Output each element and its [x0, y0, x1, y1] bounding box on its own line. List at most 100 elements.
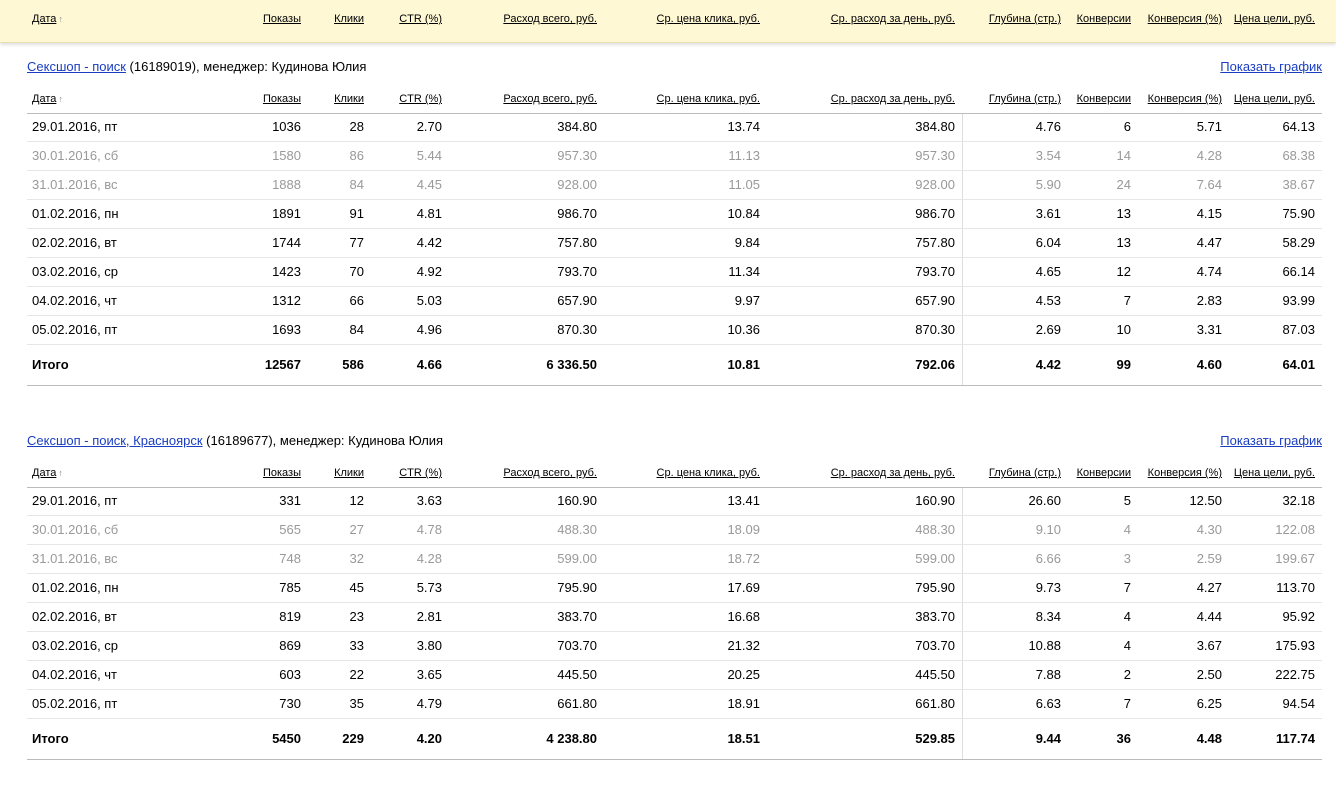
- cell: 9.97: [734, 293, 760, 308]
- cell: 785: [279, 580, 301, 595]
- cell: 38.67: [1282, 177, 1315, 192]
- column-header[interactable]: Дата ↑: [32, 467, 63, 479]
- cell: 5: [1123, 493, 1131, 508]
- column-header[interactable]: Цена цели, руб.: [1233, 13, 1315, 25]
- cell: 2.50: [1196, 667, 1222, 682]
- cell: 66.14: [1282, 264, 1315, 279]
- cell: 2.83: [1196, 293, 1222, 308]
- column-header[interactable]: Ср. цена клика, руб.: [656, 93, 760, 105]
- column-header[interactable]: Конверсия (%): [1147, 13, 1222, 25]
- column-header[interactable]: Дата ↑: [32, 93, 63, 105]
- cell: 730: [279, 696, 301, 711]
- cell: 23: [349, 609, 364, 624]
- cell: 3: [1123, 551, 1131, 566]
- campaign-link[interactable]: Сексшоп - поиск: [27, 59, 126, 74]
- cell: 6.66: [1035, 551, 1061, 566]
- cell: 384.80: [915, 119, 955, 134]
- cell: 10.88: [1028, 638, 1061, 653]
- column-header[interactable]: Ср. цена клика, руб.: [656, 467, 760, 479]
- campaign-id: (16189019): [129, 59, 197, 74]
- cell: 8.34: [1035, 609, 1061, 624]
- column-header[interactable]: Глубина (стр.): [988, 93, 1061, 105]
- column-header[interactable]: Ср. расход за день, руб.: [830, 467, 955, 479]
- column-header[interactable]: CTR (%): [399, 13, 442, 25]
- cell: 869: [279, 638, 301, 653]
- cell: 5.90: [1035, 177, 1061, 192]
- column-header[interactable]: Дата ↑: [32, 13, 63, 25]
- cell: 4.81: [416, 206, 442, 221]
- cell: 4.96: [416, 322, 442, 337]
- column-header[interactable]: Цена цели, руб.: [1233, 93, 1315, 105]
- column-header[interactable]: Конверсия (%): [1147, 467, 1222, 479]
- cell: 748: [279, 551, 301, 566]
- column-header[interactable]: Ср. расход за день, руб.: [830, 13, 955, 25]
- cell: 4.47: [1196, 235, 1222, 250]
- campaign-link[interactable]: Сексшоп - поиск, Красноярск: [27, 433, 203, 448]
- cell: 17.69: [727, 580, 760, 595]
- cell: 9.73: [1035, 580, 1061, 595]
- cell: 819: [279, 609, 301, 624]
- cell: 603: [279, 667, 301, 682]
- cell: 331: [279, 493, 301, 508]
- column-header[interactable]: Конверсии: [1076, 13, 1131, 25]
- column-header[interactable]: Конверсия (%): [1147, 93, 1222, 105]
- sort-arrow: ↑: [58, 14, 63, 24]
- cell: 10: [1116, 322, 1131, 337]
- show-chart-link[interactable]: Показать график: [1220, 433, 1322, 448]
- cell: 13: [1116, 206, 1131, 221]
- column-header[interactable]: Клики: [334, 467, 364, 479]
- cell: 4.28: [416, 551, 442, 566]
- cell: 1693: [272, 322, 301, 337]
- cell: 31.01.2016, вс: [32, 551, 118, 566]
- cell: 13.41: [727, 493, 760, 508]
- total-cell: 9.44: [1035, 731, 1061, 746]
- column-header[interactable]: Глубина (стр.): [988, 13, 1061, 25]
- column-header[interactable]: Конверсии: [1076, 93, 1131, 105]
- total-cell: 64.01: [1282, 357, 1315, 372]
- show-chart-link[interactable]: Показать график: [1220, 59, 1322, 74]
- column-header[interactable]: CTR (%): [399, 93, 442, 105]
- cell: 488.30: [557, 522, 597, 537]
- cell: 24: [1116, 177, 1131, 192]
- column-header[interactable]: Глубина (стр.): [988, 467, 1061, 479]
- column-header[interactable]: Расход всего, руб.: [503, 467, 597, 479]
- cell: 122.08: [1275, 522, 1315, 537]
- row-line: [27, 344, 1322, 345]
- cell: 13.74: [727, 119, 760, 134]
- cell: 4.30: [1196, 522, 1222, 537]
- manager: , менеджер: Кудинова Юлия: [196, 59, 367, 74]
- cell: 18.72: [727, 551, 760, 566]
- cell: 75.90: [1282, 206, 1315, 221]
- column-header[interactable]: Ср. цена клика, руб.: [656, 13, 760, 25]
- sort-arrow: ↑: [58, 94, 63, 104]
- cell: 160.90: [557, 493, 597, 508]
- row-line: [27, 315, 1322, 316]
- column-header[interactable]: Ср. расход за день, руб.: [830, 93, 955, 105]
- column-header[interactable]: Расход всего, руб.: [503, 13, 597, 25]
- column-header[interactable]: Расход всего, руб.: [503, 93, 597, 105]
- column-header[interactable]: Клики: [334, 93, 364, 105]
- cell: 30.01.2016, сб: [32, 148, 119, 163]
- cell: 32.18: [1282, 493, 1315, 508]
- cell: 11.05: [728, 177, 760, 192]
- cell: 6.63: [1035, 696, 1061, 711]
- cell: 4.76: [1035, 119, 1061, 134]
- column-header[interactable]: Показы: [262, 467, 301, 479]
- cell: 957.30: [915, 148, 955, 163]
- cell: 3.54: [1035, 148, 1061, 163]
- column-header[interactable]: Клики: [334, 13, 364, 25]
- column-header[interactable]: Конверсии: [1076, 467, 1131, 479]
- column-header[interactable]: Показы: [262, 93, 301, 105]
- cell: 14: [1116, 148, 1131, 163]
- cell: 12: [1116, 264, 1131, 279]
- cell: 1888: [272, 177, 301, 192]
- cell: 6: [1123, 119, 1131, 134]
- cell: 795.90: [915, 580, 955, 595]
- column-header[interactable]: Цена цели, руб.: [1233, 467, 1315, 479]
- row-line: [27, 602, 1322, 603]
- row-line: [27, 660, 1322, 661]
- column-divider: [962, 488, 963, 759]
- column-header[interactable]: CTR (%): [399, 467, 442, 479]
- cell: 16.68: [727, 609, 760, 624]
- column-header[interactable]: Показы: [262, 13, 301, 25]
